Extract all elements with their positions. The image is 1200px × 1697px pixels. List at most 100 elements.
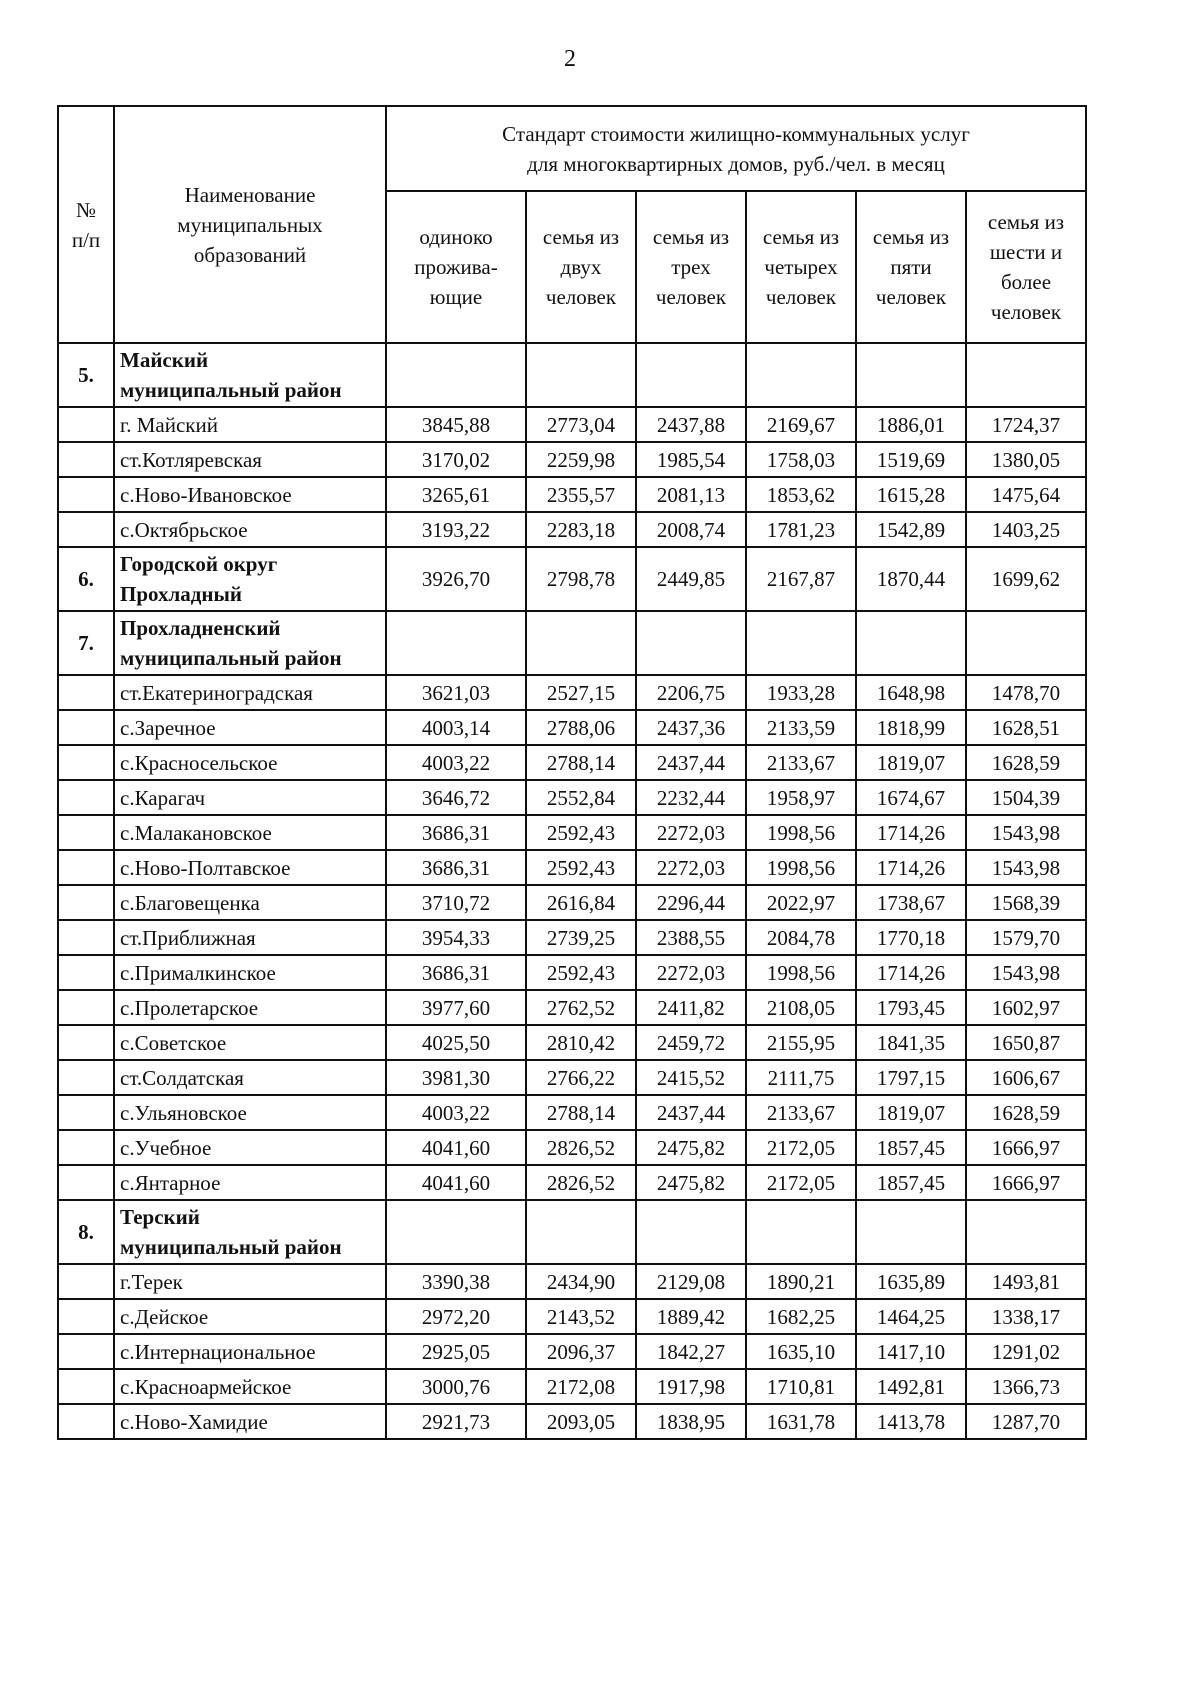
row-value: 1797,15	[855, 1059, 967, 1096]
row-name: с.Красноармейское	[113, 1368, 387, 1405]
row-value: 1648,98	[855, 674, 967, 711]
row-value: 2762,52	[525, 989, 637, 1026]
row-name: Майский муниципальный район	[113, 342, 387, 408]
row-name: ст.Котляревская	[113, 441, 387, 478]
row-value: 3621,03	[385, 674, 527, 711]
row-value	[525, 610, 637, 676]
row-value: 2169,67	[745, 406, 857, 443]
row-value: 1666,97	[965, 1164, 1087, 1201]
row-value: 1464,25	[855, 1298, 967, 1335]
data-row: с.Пролетарское 3977,60 2762,52 2411,82 2108,…	[57, 989, 1087, 1026]
row-value: 2108,05	[745, 989, 857, 1026]
row-value: 2527,15	[525, 674, 637, 711]
row-value: 2272,03	[635, 814, 747, 851]
row-value: 2206,75	[635, 674, 747, 711]
row-value: 1413,78	[855, 1403, 967, 1440]
row-value: 1714,26	[855, 849, 967, 886]
row-name: г.Терек	[113, 1263, 387, 1300]
row-number	[57, 1129, 115, 1166]
row-value: 1819,07	[855, 744, 967, 781]
row-value: 1615,28	[855, 476, 967, 513]
row-number	[57, 709, 115, 746]
row-name: Терский муниципальный район	[113, 1199, 387, 1265]
row-value: 1870,44	[855, 546, 967, 612]
row-value: 1738,67	[855, 884, 967, 921]
row-value	[965, 610, 1087, 676]
data-row: с.Ульяновское 4003,22 2788,14 2437,44 2133,6…	[57, 1094, 1087, 1131]
row-value: 3981,30	[385, 1059, 527, 1096]
row-value: 2084,78	[745, 919, 857, 956]
row-value: 3710,72	[385, 884, 527, 921]
row-value: 1886,01	[855, 406, 967, 443]
row-value: 1770,18	[855, 919, 967, 956]
row-value: 2411,82	[635, 989, 747, 1026]
page-number: 2	[564, 46, 576, 72]
row-value: 1841,35	[855, 1024, 967, 1061]
data-row: с.Октябрьское 3193,22 2283,18 2008,74 1781,2…	[57, 511, 1087, 548]
row-value: 2129,08	[635, 1263, 747, 1300]
row-name: Городской округ Прохладный	[113, 546, 387, 612]
row-value: 2592,43	[525, 849, 637, 886]
row-value	[635, 342, 747, 408]
row-value: 4041,60	[385, 1129, 527, 1166]
data-row: с.Заречное 4003,14 2788,06 2437,36 2133,59 18…	[57, 709, 1087, 746]
row-value: 2111,75	[745, 1059, 857, 1096]
row-value: 2081,13	[635, 476, 747, 513]
row-value: 1890,21	[745, 1263, 857, 1300]
row-value: 1519,69	[855, 441, 967, 478]
row-value: 2475,82	[635, 1164, 747, 1201]
row-value: 1635,10	[745, 1333, 857, 1370]
data-row: с.Красноармейское 3000,76 2172,08 1917,98 17…	[57, 1368, 1087, 1405]
row-value: 1917,98	[635, 1368, 747, 1405]
section-row: 7. Прохладненский муниципальный район	[57, 610, 1087, 676]
section-row: 5. Майский муниципальный район	[57, 342, 1087, 408]
row-number	[57, 1164, 115, 1201]
row-value: 1543,98	[965, 954, 1087, 991]
data-row: ст.Екатериноградская 3621,03 2527,15 2206,7…	[57, 674, 1087, 711]
row-value	[855, 342, 967, 408]
row-value	[635, 610, 747, 676]
row-value: 2133,67	[745, 744, 857, 781]
row-name: ст.Приближная	[113, 919, 387, 956]
row-value: 4025,50	[385, 1024, 527, 1061]
row-value: 3686,31	[385, 849, 527, 886]
row-value: 2788,14	[525, 1094, 637, 1131]
row-value: 2766,22	[525, 1059, 637, 1096]
row-number	[57, 1368, 115, 1405]
row-value: 1417,10	[855, 1333, 967, 1370]
row-value: 2415,52	[635, 1059, 747, 1096]
row-number	[57, 849, 115, 886]
row-value	[385, 342, 527, 408]
row-name: с.Янтарное	[113, 1164, 387, 1201]
row-value: 2232,44	[635, 779, 747, 816]
row-value: 1853,62	[745, 476, 857, 513]
row-number	[57, 1059, 115, 1096]
row-name: с.Благовещенка	[113, 884, 387, 921]
row-number	[57, 1403, 115, 1440]
row-value	[525, 342, 637, 408]
row-number	[57, 441, 115, 478]
row-number	[57, 1298, 115, 1335]
data-row: г.Терек 3390,38 2434,90 2129,08 1890,21 1635,…	[57, 1263, 1087, 1300]
row-value: 1666,97	[965, 1129, 1087, 1166]
data-row: с.Учебное 4041,60 2826,52 2475,82 2172,05 185…	[57, 1129, 1087, 1166]
header-column: семья из четырех человек	[745, 190, 857, 344]
row-number: 8.	[57, 1199, 115, 1265]
row-value: 1628,51	[965, 709, 1087, 746]
row-value: 2925,05	[385, 1333, 527, 1370]
row-value: 1699,62	[965, 546, 1087, 612]
row-value: 3686,31	[385, 954, 527, 991]
row-value: 1985,54	[635, 441, 747, 478]
row-value: 2093,05	[525, 1403, 637, 1440]
row-value: 1933,28	[745, 674, 857, 711]
row-value: 1403,25	[965, 511, 1087, 548]
row-value: 3000,76	[385, 1368, 527, 1405]
row-value: 1478,70	[965, 674, 1087, 711]
row-name: г. Майский	[113, 406, 387, 443]
data-row: ст.Приближная 3954,33 2739,25 2388,55 2084,7…	[57, 919, 1087, 956]
row-value: 1504,39	[965, 779, 1087, 816]
row-value	[525, 1199, 637, 1265]
header-column: семья из двух человек	[525, 190, 637, 344]
header-name: Наименование муниципальных образований	[113, 105, 387, 344]
